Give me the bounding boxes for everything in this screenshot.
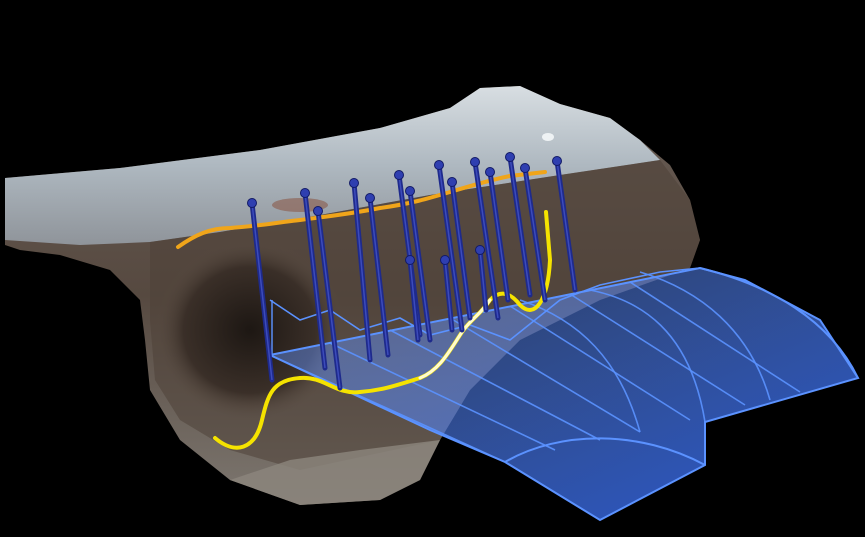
borehole-knob xyxy=(470,157,480,167)
terrain-top-surface xyxy=(5,86,660,245)
borehole-knob xyxy=(434,160,444,170)
borehole-knob xyxy=(505,152,515,162)
model-grid-line xyxy=(269,354,506,463)
borehole xyxy=(434,160,465,333)
borehole-knob xyxy=(552,156,562,166)
model-grid-line xyxy=(589,289,706,423)
borehole xyxy=(505,152,533,298)
model-grid-line xyxy=(329,342,556,451)
borehole-highlight xyxy=(304,192,326,369)
borehole xyxy=(247,198,275,383)
model-curved-top-edge xyxy=(699,267,859,379)
terrain-pit xyxy=(155,240,345,420)
borehole-knob xyxy=(405,255,415,265)
model-front-arch xyxy=(504,437,706,466)
borehole-highlight xyxy=(474,161,499,319)
borehole-knob xyxy=(394,170,404,180)
borehole-knob xyxy=(447,177,457,187)
terrain-white-spot xyxy=(542,133,554,141)
borehole-highlight xyxy=(317,210,341,389)
borehole-highlight xyxy=(409,259,419,341)
borehole-knob xyxy=(365,193,375,203)
model-grid-line xyxy=(629,281,801,393)
model-grid-line xyxy=(449,317,641,433)
borehole xyxy=(552,156,578,293)
borehole-highlight xyxy=(251,202,273,381)
terrain-gravel-foreground xyxy=(230,440,440,505)
model-grid-line xyxy=(504,461,601,521)
surface-profile-line xyxy=(176,170,547,249)
borehole-highlight xyxy=(438,164,463,331)
borehole-knob xyxy=(485,167,495,177)
borehole xyxy=(520,163,548,303)
borehole-highlight xyxy=(369,197,389,356)
model-grid-line xyxy=(389,329,601,441)
borehole xyxy=(349,178,373,363)
model-grid-line xyxy=(519,299,641,433)
model-grid-line xyxy=(509,305,691,421)
borehole-highlight xyxy=(444,259,453,331)
borehole xyxy=(405,186,433,343)
borehole-knob xyxy=(405,186,415,196)
borehole-highlight xyxy=(524,167,546,301)
borehole-highlight xyxy=(509,156,531,296)
borehole-highlight xyxy=(409,190,431,341)
borehole xyxy=(440,255,455,333)
borehole xyxy=(300,188,328,371)
borehole-knob xyxy=(349,178,359,188)
borehole-knob xyxy=(313,206,323,216)
borehole-knob xyxy=(440,255,450,265)
borehole-highlight xyxy=(353,182,371,361)
borehole xyxy=(475,245,489,313)
borehole xyxy=(405,255,421,343)
borehole xyxy=(447,177,473,321)
borehole-knob xyxy=(520,163,530,173)
borehole-highlight xyxy=(556,160,576,291)
borehole-highlight xyxy=(479,249,487,311)
borehole xyxy=(470,157,501,321)
borehole xyxy=(365,193,391,358)
borehole-knob xyxy=(247,198,257,208)
borehole xyxy=(313,206,343,391)
borehole-highlight xyxy=(489,171,509,301)
model-grid-line xyxy=(639,271,771,401)
model-grid-line xyxy=(569,293,746,406)
borehole-knob xyxy=(475,245,485,255)
borehole xyxy=(485,167,511,303)
borehole-highlight xyxy=(451,181,471,319)
borehole-knob xyxy=(300,188,310,198)
